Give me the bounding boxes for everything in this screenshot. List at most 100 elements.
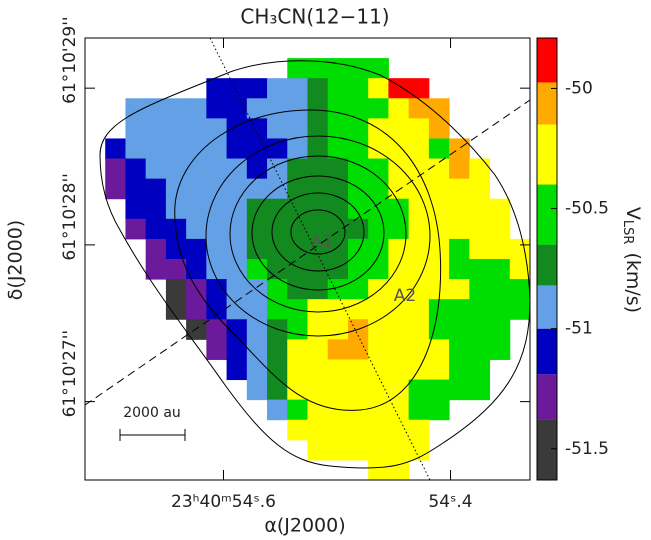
pixel xyxy=(368,158,389,180)
pixel xyxy=(287,238,308,260)
pixel xyxy=(206,279,228,300)
pixel xyxy=(449,379,470,401)
pixel xyxy=(428,339,450,360)
pixel xyxy=(307,58,329,79)
colorbar-segment xyxy=(537,38,557,83)
pixel xyxy=(206,319,228,340)
pixel xyxy=(145,98,167,119)
pixel xyxy=(347,379,369,401)
pixel xyxy=(246,198,268,220)
pixel xyxy=(509,238,531,260)
pixel xyxy=(267,178,288,200)
pixel xyxy=(347,98,369,119)
pixel xyxy=(489,319,511,340)
pixel xyxy=(226,238,248,260)
pixel xyxy=(449,339,470,360)
pixel xyxy=(226,198,248,220)
pixel xyxy=(307,439,329,461)
pixel xyxy=(267,138,288,160)
pixel xyxy=(388,78,410,99)
pixel xyxy=(347,178,369,200)
pixel xyxy=(408,238,430,260)
pixel xyxy=(388,379,410,401)
annotation: A2 xyxy=(394,286,416,306)
pixel xyxy=(246,339,268,360)
pixel xyxy=(125,138,147,160)
pixel xyxy=(206,238,228,260)
colorbar-tick-label: -51.5 xyxy=(565,439,609,459)
map xyxy=(105,58,531,481)
colorbar-segment xyxy=(537,328,557,375)
contour xyxy=(174,109,442,411)
pixel xyxy=(347,198,369,220)
annotation: A1 xyxy=(311,232,333,252)
pixel xyxy=(145,178,167,200)
pixel xyxy=(327,339,349,360)
pixel xyxy=(428,359,450,381)
pixel xyxy=(246,98,268,119)
pixel xyxy=(347,419,369,441)
colorbar-label-unit: (km/s) xyxy=(623,252,645,313)
pixel xyxy=(368,379,389,401)
pixel xyxy=(287,379,308,401)
pixel xyxy=(186,259,207,280)
pixel xyxy=(287,279,308,300)
pixel xyxy=(449,259,470,280)
pixel xyxy=(428,158,450,180)
contour xyxy=(251,175,385,291)
pixel xyxy=(246,379,268,401)
pixel xyxy=(125,158,147,180)
pixel xyxy=(449,158,470,180)
pixel xyxy=(449,359,470,381)
pixel xyxy=(206,259,228,280)
pixel xyxy=(267,238,288,260)
pixel xyxy=(165,178,187,200)
pixel xyxy=(267,118,288,139)
pixel xyxy=(226,158,248,180)
pixel xyxy=(206,339,228,360)
pixel xyxy=(408,439,430,461)
pixel xyxy=(428,279,450,300)
pixel xyxy=(469,178,491,200)
pixel xyxy=(307,158,329,180)
pixel xyxy=(105,178,126,200)
pixel xyxy=(368,459,389,481)
pixel xyxy=(307,379,329,401)
pixel xyxy=(287,118,308,139)
pixel xyxy=(469,379,491,401)
pixel xyxy=(368,138,389,160)
pixel xyxy=(469,359,491,381)
pixel xyxy=(327,98,349,119)
pixel xyxy=(388,399,410,421)
pixel xyxy=(287,419,308,441)
pixel xyxy=(327,158,349,180)
pixel xyxy=(428,198,450,220)
y-axis-label: δ(J2000) xyxy=(5,220,27,300)
pixel xyxy=(408,279,430,300)
pixel xyxy=(408,138,430,160)
pixel xyxy=(469,319,491,340)
pixel xyxy=(368,259,389,280)
pixel xyxy=(206,198,228,220)
pixel xyxy=(388,158,410,180)
pixel xyxy=(408,218,430,240)
pixel xyxy=(125,218,147,240)
pixel xyxy=(388,459,410,481)
pixel xyxy=(489,218,511,240)
pixel xyxy=(226,279,248,300)
dashed-axis xyxy=(84,99,531,406)
pixel xyxy=(368,238,389,260)
pixel xyxy=(145,259,167,280)
pixel xyxy=(368,58,389,79)
pixel xyxy=(206,138,228,160)
pixel xyxy=(206,299,228,320)
pixel xyxy=(165,259,187,280)
pixel xyxy=(186,279,207,300)
y-tick-label: 61°10'27'' xyxy=(60,330,80,417)
pixel xyxy=(226,359,248,381)
pixel xyxy=(408,299,430,320)
colorbar-tick-label: -50 xyxy=(565,78,593,98)
pixel xyxy=(408,118,430,139)
pixel xyxy=(489,339,511,360)
